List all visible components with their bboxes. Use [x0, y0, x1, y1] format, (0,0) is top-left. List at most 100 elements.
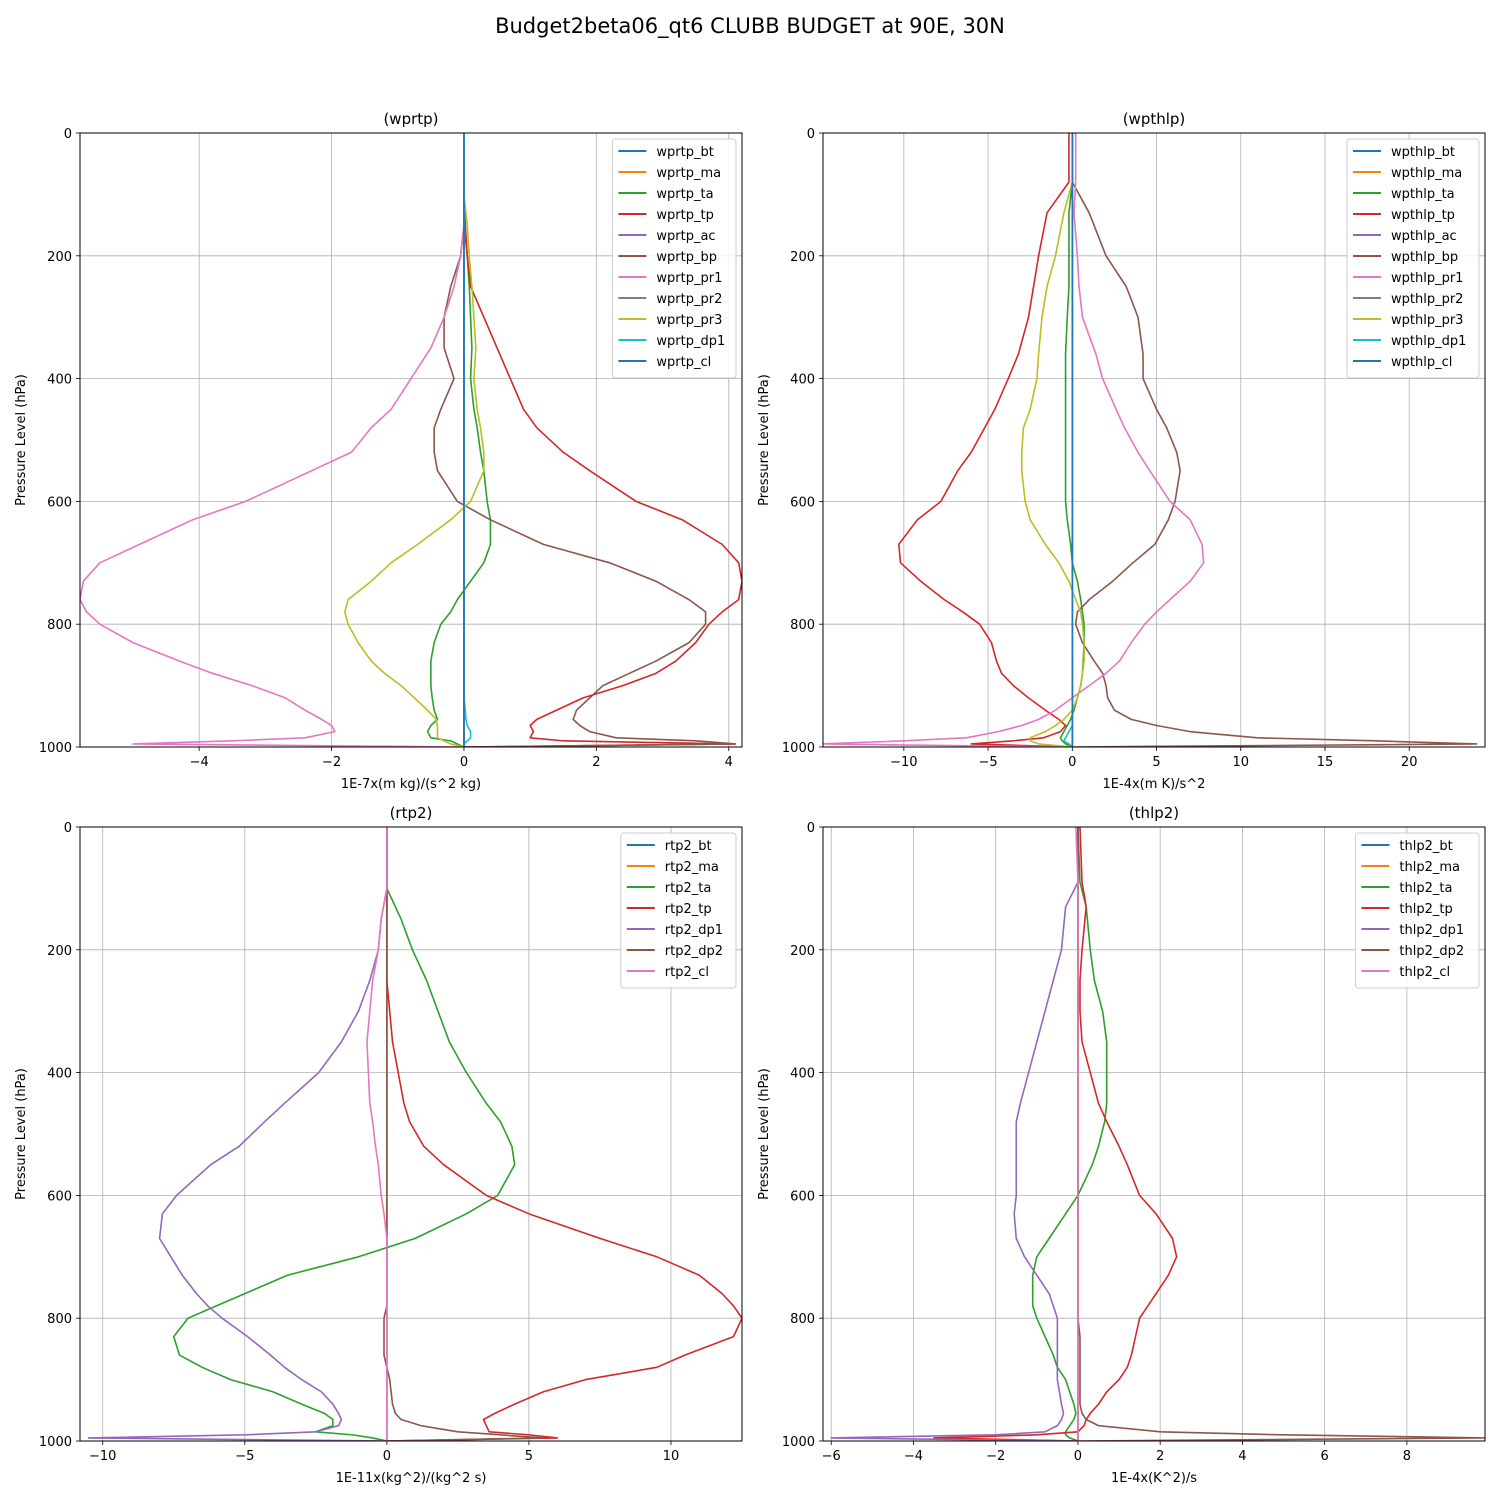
- y-axis-label: Pressure Level (hPa): [14, 374, 29, 506]
- legend: wpthlp_bt wpthlp_ma wpthlp_ta wpthlp_tpwpth…: [1346, 138, 1480, 379]
- y-tick-label: 600: [790, 1189, 815, 1204]
- x-tick-label: 4: [1238, 1449, 1246, 1464]
- legend-entry: wpthlp_ta: [1391, 187, 1455, 202]
- series-line-wprtp_pr1: [80, 133, 465, 747]
- legend-entry: wprtp_pr3: [656, 313, 722, 328]
- y-tick-label: 1000: [39, 741, 72, 756]
- legend-entry: rtp2_ma: [665, 860, 719, 875]
- chart-panel-4: −6 −4 −2 0 2 4 6 8 0 200 400 600 800 1000 (thlp2) 1E-4x…: [757, 804, 1486, 1486]
- y-tick-label: 200: [790, 250, 815, 265]
- series-line-rtp2_ta: [172, 827, 516, 1441]
- y-tick-label: 400: [790, 1067, 815, 1082]
- x-tick-label: −10: [890, 755, 917, 770]
- y-tick-label: 400: [790, 373, 815, 388]
- legend: rtp2_bt rtp2_ma rtp2_ta rtp2_tp rtp2_dp1 rtp2…: [620, 832, 737, 989]
- y-tick-label: 0: [807, 821, 815, 836]
- panel-title: (wprtp): [383, 110, 438, 128]
- legend-entry: rtp2_dp2: [665, 944, 723, 959]
- figure-title: Budget2beta06_qt6 CLUBB BUDGET at 90E, 3…: [495, 14, 1005, 38]
- legend-entry: wprtp_bp: [656, 250, 717, 265]
- x-tick-label: −4: [190, 755, 209, 770]
- series-line-wpthlp_ta: [1059, 133, 1085, 747]
- series-line-wprtp_tp: [463, 133, 742, 747]
- series-line-rtp2_tp: [386, 827, 742, 1441]
- y-tick-label: 800: [47, 1312, 72, 1327]
- legend-entry: wpthlp_ma: [1391, 166, 1462, 181]
- y-tick-label: 0: [807, 127, 815, 142]
- x-tick-label: 0: [1074, 1449, 1082, 1464]
- panel-title: (thlp2): [1129, 804, 1179, 822]
- legend-entry: rtp2_ta: [665, 881, 712, 896]
- legend-entry: wpthlp_pr2: [1391, 292, 1463, 307]
- legend-entry: wpthlp_bp: [1391, 250, 1458, 265]
- legend: wprtp_bt wprtp_ma wprtp_ta wprtp_tp wprtp_ac…: [611, 138, 737, 379]
- axes-frame: [822, 132, 1486, 748]
- legend-entry: wprtp_pr2: [656, 292, 722, 307]
- series-line-rtp2_dp1: [87, 827, 388, 1441]
- y-tick-label: 0: [64, 821, 72, 836]
- x-tick-label: −10: [89, 1449, 116, 1464]
- x-tick-label: 5: [525, 1449, 533, 1464]
- legend-entry: thlp2_tp: [1399, 902, 1452, 917]
- axes-frame: [822, 826, 1486, 1442]
- y-tick-label: 200: [47, 250, 72, 265]
- x-tick-label: 5: [1152, 755, 1160, 770]
- legend-entry: wpthlp_pr1: [1391, 271, 1463, 286]
- x-tick-label: −2: [322, 755, 341, 770]
- legend-entry: thlp2_bt: [1399, 839, 1452, 854]
- x-tick-label: 0: [1068, 755, 1076, 770]
- y-tick-label: 800: [47, 618, 72, 633]
- x-tick-label: 8: [1403, 1449, 1411, 1464]
- legend-entry: wprtp_bt: [656, 145, 713, 160]
- legend-entry: wpthlp_cl: [1391, 355, 1452, 370]
- x-axis-label: 1E-4x(m K)/s^2: [1103, 777, 1206, 792]
- x-tick-label: 6: [1320, 1449, 1328, 1464]
- series-line-wpthlp_tp: [897, 133, 1073, 747]
- legend-entry: wpthlp_ac: [1391, 229, 1457, 244]
- y-tick-label: 400: [47, 373, 72, 388]
- y-tick-label: 400: [47, 1067, 72, 1082]
- y-tick-label: 800: [790, 618, 815, 633]
- legend-entry: rtp2_dp1: [665, 923, 723, 938]
- series-line-wprtp_pr3: [343, 133, 485, 747]
- y-axis-label: Pressure Level (hPa): [14, 1068, 29, 1200]
- y-tick-label: 1000: [782, 741, 815, 756]
- legend-entry: wprtp_dp1: [656, 334, 725, 349]
- x-tick-label: 10: [1232, 755, 1249, 770]
- legend: thlp2_bt thlp2_ma thlp2_ta thlp2_tp thlp2_dp…: [1354, 832, 1480, 989]
- axes-frame: [79, 826, 743, 1442]
- legend-entry: wpthlp_pr3: [1391, 313, 1463, 328]
- y-tick-label: 600: [47, 1189, 72, 1204]
- y-axis-label: Pressure Level (hPa): [757, 1068, 772, 1200]
- x-tick-label: −4: [904, 1449, 923, 1464]
- series-line-thlp2_cl: [1075, 827, 1079, 1441]
- legend-entry: wprtp_ta: [656, 187, 713, 202]
- panel-title: (rtp2): [390, 804, 433, 822]
- panel-title: (wpthlp): [1123, 110, 1186, 128]
- series-line-wpthlp_pr1: [823, 133, 1205, 747]
- x-axis-label: 1E-11x(kg^2)/(kg^2 s): [336, 1471, 487, 1486]
- y-tick-label: 600: [47, 495, 72, 510]
- series-line-wpthlp_pr3: [1020, 133, 1085, 747]
- legend-entry: thlp2_ta: [1399, 881, 1452, 896]
- series-line-thlp2_tp: [933, 827, 1178, 1441]
- x-tick-label: −6: [822, 1449, 841, 1464]
- series-line-wpthlp_bp: [1071, 133, 1478, 747]
- x-axis-label: 1E-4x(K^2)/s: [1111, 1471, 1197, 1486]
- x-tick-label: 2: [1156, 1449, 1164, 1464]
- legend-entry: rtp2_cl: [665, 965, 709, 980]
- x-tick-label: 0: [460, 755, 468, 770]
- legend-entry: wpthlp_tp: [1391, 208, 1455, 223]
- legend-entry: wpthlp_dp1: [1391, 334, 1466, 349]
- y-tick-label: 0: [64, 127, 72, 142]
- legend-entry: rtp2_tp: [665, 902, 712, 917]
- legend-entry: rtp2_bt: [665, 839, 712, 854]
- series-line-rtp2_dp2: [383, 827, 544, 1441]
- y-tick-label: 800: [790, 1312, 815, 1327]
- y-tick-label: 1000: [39, 1435, 72, 1450]
- chart-panel-1: −4 −2 0 2 4 0 200 400 600 800 1000 (wprtp) 1E-7x(m k…: [14, 110, 743, 792]
- series-line-rtp2_cl: [366, 827, 388, 1441]
- y-tick-label: 600: [790, 495, 815, 510]
